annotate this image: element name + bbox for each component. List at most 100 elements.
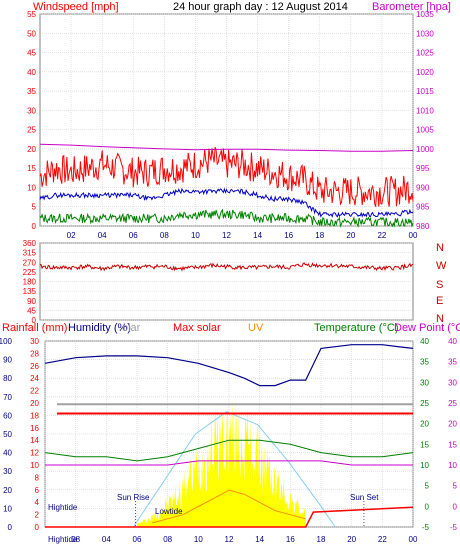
weather-x-tick-label: 16 (286, 535, 295, 544)
humidity-series (44, 344, 414, 387)
wind-x-tick-label: 10 (191, 231, 200, 240)
temperature-y-tick-label: 10 (420, 461, 429, 470)
direction-y-tick-label: 225 (23, 268, 37, 277)
direction-y-tick-label: 315 (23, 249, 37, 258)
direction-letter-s: S (436, 279, 443, 291)
wind-y-tick-label: 55 (27, 10, 36, 19)
temperature-y-tick-label: 30 (420, 378, 429, 387)
chart-date-title: 24 hour graph day : 12 August 2014 (173, 1, 348, 13)
humidity-y-tick-label: 10 (3, 504, 12, 513)
direction-y-tick-label: 270 (23, 258, 37, 267)
wind-y-tick-label: 45 (27, 49, 36, 58)
dew-y-tick-label: 35 (448, 358, 457, 367)
weather-x-tick-label: 20 (347, 535, 356, 544)
barometer-y-tick-label: 985 (416, 203, 430, 212)
weather-x-tick-label: 14 (255, 535, 264, 544)
dew-point-axis-title: Dew Point (°C) (394, 322, 460, 334)
weather-x-tick-label: 22 (378, 535, 387, 544)
wind-y-tick-label: 0 (32, 222, 37, 231)
weather-x-tick-label: 18 (317, 535, 326, 544)
direction-letter-w: W (436, 260, 447, 272)
rain-y-tick-label: 14 (30, 436, 39, 445)
dew-y-tick-label: 20 (448, 420, 457, 429)
barometer-y-tick-label: 980 (416, 222, 430, 231)
barometer-y-tick-label: 1035 (416, 10, 434, 19)
wind-x-tick-label: 08 (160, 231, 169, 240)
temperature-series (44, 439, 414, 462)
barometer-y-tick-label: 990 (416, 183, 430, 192)
rain-y-tick-label: 18 (30, 411, 39, 420)
temperature-axis-title: Temperature (°C) (314, 322, 398, 334)
weather-x-tick-label: 00 (409, 535, 418, 544)
dew-y-tick-label: 30 (448, 378, 457, 387)
rain-y-tick-label: 24 (30, 374, 39, 383)
rain-y-tick-label: 6 (35, 486, 40, 495)
barometer-y-tick-label: 1030 (416, 29, 434, 38)
dew-y-tick-label: 0 (453, 502, 458, 511)
wind-x-tick-label: 20 (346, 231, 355, 240)
direction-y-tick-label: 135 (23, 287, 37, 296)
sunrise-annotation: Sun Rise (117, 493, 150, 502)
barometer-axis-title: Barometer [hpa] (372, 1, 451, 13)
humidity-y-tick-label: 40 (3, 449, 12, 458)
temperature-y-tick-label: 0 (425, 502, 430, 511)
rain-y-tick-label: 10 (30, 461, 39, 470)
wind-x-tick-label: 12 (222, 231, 231, 240)
rain-y-tick-label: 16 (30, 424, 39, 433)
max-solar-axis-title: Max solar (173, 322, 221, 334)
sunset-annotation: Sun Set (350, 493, 379, 502)
rain-y-tick-label: 30 (30, 337, 39, 346)
barometer-y-tick-label: 1020 (416, 68, 434, 77)
temperature-y-tick-label: 5 (425, 482, 430, 491)
windspeed-axis-title: Windspeed [mph] (33, 1, 119, 13)
barometer-y-tick-label: 1015 (416, 87, 434, 96)
weather-x-tick-label: 08 (163, 535, 172, 544)
temperature-y-tick-label: -5 (422, 523, 430, 532)
wind-y-tick-label: 40 (27, 68, 36, 77)
wind-y-tick-label: 20 (27, 145, 36, 154)
dew-y-tick-label: 25 (448, 399, 457, 408)
barometer-series (39, 143, 414, 152)
weather-x-tick-label: 06 (133, 535, 142, 544)
hightide-annotation: Hightide (48, 503, 78, 512)
uv-series (152, 489, 306, 524)
barometer-y-tick-label: 1000 (416, 145, 434, 154)
rain-y-tick-label: 28 (30, 349, 39, 358)
dew-y-tick-label: 10 (448, 461, 457, 470)
rain-y-tick-label: 12 (30, 449, 39, 458)
direction-letter-n-bottom: N (436, 313, 444, 325)
rain-y-tick-label: 26 (30, 362, 39, 371)
humidity-y-tick-label: 80 (3, 374, 12, 383)
weather-x-tick-label: 12 (225, 535, 234, 544)
weather-x-tick-label: Hightide (48, 535, 78, 544)
wind-y-tick-label: 35 (27, 87, 36, 96)
wind-y-tick-label: 15 (27, 164, 36, 173)
solar-area (137, 398, 306, 527)
rain-y-tick-label: 22 (30, 387, 39, 396)
humidity-y-tick-label: 70 (3, 393, 12, 402)
temperature-y-tick-label: 15 (420, 440, 429, 449)
barometer-y-tick-label: 1025 (416, 49, 434, 58)
humidity-y-tick-label: 60 (3, 411, 12, 420)
uv-axis-title: UV (248, 322, 264, 334)
humidity-axis-title: Humidity (%) (68, 322, 131, 334)
humidity-y-tick-label: 100 (0, 337, 13, 346)
rain-y-tick-label: 4 (35, 498, 40, 507)
wind-x-tick-label: 14 (253, 231, 262, 240)
weather-x-tick-label: 08 (71, 535, 80, 544)
temperature-y-tick-label: 40 (420, 337, 429, 346)
wind-x-tick-label: 00 (409, 231, 418, 240)
dew-y-tick-label: 5 (453, 482, 458, 491)
wind-y-tick-label: 25 (27, 126, 36, 135)
direction-y-tick-label: 360 (23, 239, 37, 248)
direction-y-tick-label: 45 (27, 306, 36, 315)
wind-x-tick-label: 16 (284, 231, 293, 240)
dew-y-tick-label: -5 (450, 523, 458, 532)
wind-minimum-series (39, 208, 414, 228)
rain-total-series (45, 506, 414, 528)
temperature-y-tick-label: 35 (420, 358, 429, 367)
weather-x-tick-label: 10 (194, 535, 203, 544)
humidity-y-tick-label: 20 (3, 486, 12, 495)
wind-y-tick-label: 5 (32, 203, 37, 212)
